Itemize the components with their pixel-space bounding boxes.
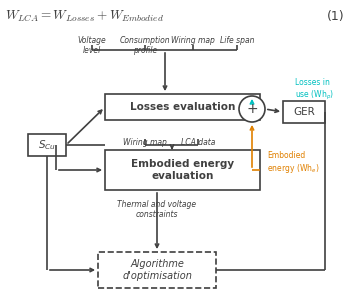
Text: GER: GER bbox=[293, 107, 315, 117]
FancyBboxPatch shape bbox=[105, 94, 260, 120]
Text: $S_{Cu}$: $S_{Cu}$ bbox=[38, 138, 56, 152]
Text: Consumption
profile: Consumption profile bbox=[120, 36, 170, 55]
Text: Wiring map: Wiring map bbox=[123, 138, 167, 147]
Text: Embodied energy
evaluation: Embodied energy evaluation bbox=[131, 159, 234, 181]
Text: Embodied
energy (Wh$_e$): Embodied energy (Wh$_e$) bbox=[267, 151, 320, 175]
FancyBboxPatch shape bbox=[98, 252, 216, 288]
Text: $W_{LCA} = W_{Losses} + W_{Embodied}$: $W_{LCA} = W_{Losses} + W_{Embodied}$ bbox=[5, 8, 164, 24]
Text: (1): (1) bbox=[327, 10, 345, 22]
FancyBboxPatch shape bbox=[105, 150, 260, 190]
Text: LCA data: LCA data bbox=[181, 138, 215, 147]
FancyBboxPatch shape bbox=[283, 101, 325, 123]
Text: Wiring map: Wiring map bbox=[171, 36, 215, 45]
Text: +: + bbox=[246, 102, 258, 116]
Text: Losses in
use (Wh$_p$): Losses in use (Wh$_p$) bbox=[295, 78, 334, 102]
Text: Life span: Life span bbox=[220, 36, 254, 45]
Text: Algorithme
d'optimisation: Algorithme d'optimisation bbox=[122, 259, 192, 281]
Text: Voltage
level: Voltage level bbox=[78, 36, 106, 55]
FancyBboxPatch shape bbox=[28, 134, 66, 156]
Text: Thermal and voltage
constraints: Thermal and voltage constraints bbox=[118, 200, 197, 219]
Circle shape bbox=[239, 96, 265, 122]
Text: Losses evaluation: Losses evaluation bbox=[130, 102, 235, 112]
